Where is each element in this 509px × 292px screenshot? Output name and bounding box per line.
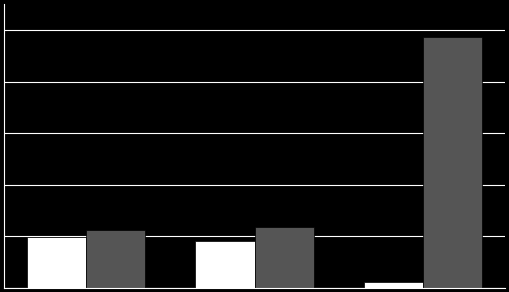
Bar xyxy=(27,237,86,288)
Bar xyxy=(195,241,254,288)
Bar xyxy=(254,227,314,288)
Bar xyxy=(423,37,482,288)
Bar xyxy=(364,282,423,288)
Bar xyxy=(86,230,145,288)
